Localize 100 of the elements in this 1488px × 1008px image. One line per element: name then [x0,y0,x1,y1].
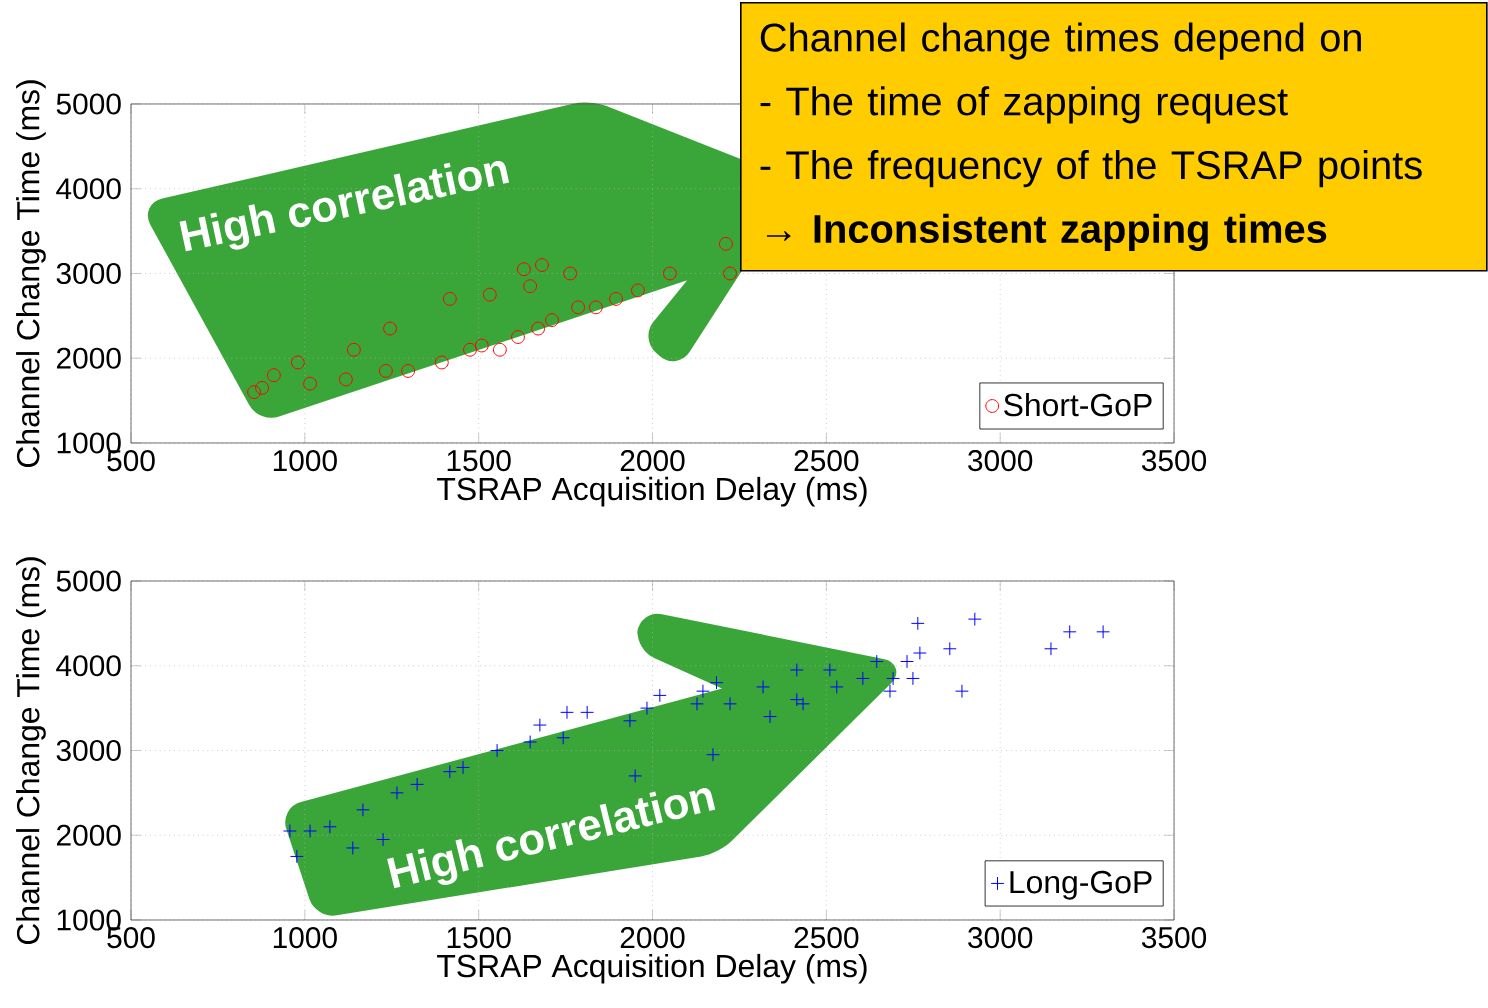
point [1096,624,1111,639]
point [588,300,603,315]
point [663,266,677,281]
point [623,713,637,728]
point [718,236,733,251]
y-tick-label: 5000 [56,570,121,592]
point [690,696,704,711]
point [442,292,457,306]
point [789,663,804,677]
point [390,785,404,800]
text: Channel change times depend on [760,22,1361,60]
point [855,671,870,686]
point [706,747,720,762]
point [723,696,737,711]
x-tick-label: 2500 [794,450,859,472]
x-tick-label: 1000 [273,450,337,472]
point [829,680,844,694]
point [910,616,925,631]
point [1062,624,1077,639]
point [883,684,897,699]
point [822,663,837,677]
annotation: - The frequency of the TSRAP points [760,150,1422,188]
point [346,342,361,357]
y-tick-label: 4000 [56,178,121,200]
point [763,709,777,724]
point [289,849,304,864]
point [942,641,957,656]
x-tick-label: 1000 [273,927,337,949]
point [955,684,969,699]
point [532,718,547,732]
x-tick-label: 3500 [1141,450,1207,472]
y-tick-label: 4000 [56,655,121,677]
y-axis-title: Channel Change Time (ms) [16,80,46,468]
point [696,684,710,699]
point [560,705,574,720]
annotation: High correlation [387,788,716,889]
legend-label: Long-GoP [1010,870,1152,900]
y-tick-label: 2000 [56,347,121,369]
x-axis-title: TSRAP Acquisition Delay (ms) [437,476,867,507]
point [383,321,397,336]
x-tick-label: 2500 [794,927,859,949]
point [1044,641,1058,656]
point [474,338,489,353]
point [283,824,297,838]
x-tick-label: 1500 [447,927,511,949]
point [322,819,337,834]
point [967,612,982,627]
point [490,743,505,758]
point [523,279,538,294]
y-tick-label: 5000 [56,93,121,115]
point [631,283,645,298]
y-tick-label: 3000 [56,262,121,285]
annotation: High correlation [179,160,510,252]
point [912,646,927,660]
x-tick-label: 3500 [1141,927,1207,949]
point [482,287,497,302]
point [609,292,623,306]
point [492,342,507,357]
y-tick-label: 3000 [56,739,121,762]
point [535,258,549,272]
point [756,680,770,694]
x-tick-label: 1500 [447,450,511,472]
x-tick-label: 2000 [620,927,685,949]
point [434,355,449,370]
point [401,364,416,378]
point [356,802,370,817]
point [545,313,559,327]
x-tick-label: 2000 [620,450,685,472]
point [640,701,654,716]
point [723,266,737,281]
point [511,330,525,344]
point [709,675,724,690]
point [338,372,353,387]
x-tick-label: 3000 [968,927,1033,949]
point [456,760,470,775]
point [531,321,546,336]
x-axis-title: TSRAP Acquisition Delay (ms) [437,953,867,984]
y-tick-label: 2000 [56,824,121,846]
point [580,705,595,720]
point [906,671,920,686]
point [571,300,586,315]
point [303,824,317,838]
legend-label: Short-GoP [1004,392,1152,417]
point [291,355,305,370]
point [869,654,884,669]
point [900,654,914,669]
point [516,262,531,277]
point [556,730,571,745]
point [523,735,538,749]
x-tick-label: 3000 [968,450,1033,472]
point [410,777,425,792]
point [442,764,457,779]
annotation: → Inconsistent zapping times [766,213,1327,252]
annotation: - The time of zapping request [760,86,1288,124]
point [303,376,317,391]
point [886,671,901,686]
point [463,342,477,357]
y-axis-title: Channel Change Time (ms) [16,557,46,945]
point [563,266,578,281]
point [247,385,261,400]
